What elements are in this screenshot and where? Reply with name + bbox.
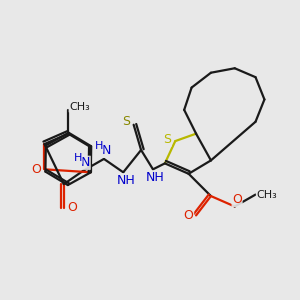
Text: N: N — [102, 144, 111, 158]
Text: O: O — [184, 209, 194, 222]
Text: CH₃: CH₃ — [69, 102, 90, 112]
Text: CH₃: CH₃ — [256, 190, 277, 200]
Text: NH: NH — [116, 174, 135, 187]
Text: O: O — [32, 163, 41, 176]
Text: S: S — [163, 133, 171, 146]
Text: O: O — [232, 194, 242, 206]
Text: H: H — [94, 141, 103, 152]
Text: H: H — [74, 153, 82, 163]
Text: O: O — [67, 202, 77, 214]
Text: N: N — [81, 156, 90, 169]
Text: NH: NH — [146, 171, 165, 184]
Text: S: S — [122, 115, 130, 128]
